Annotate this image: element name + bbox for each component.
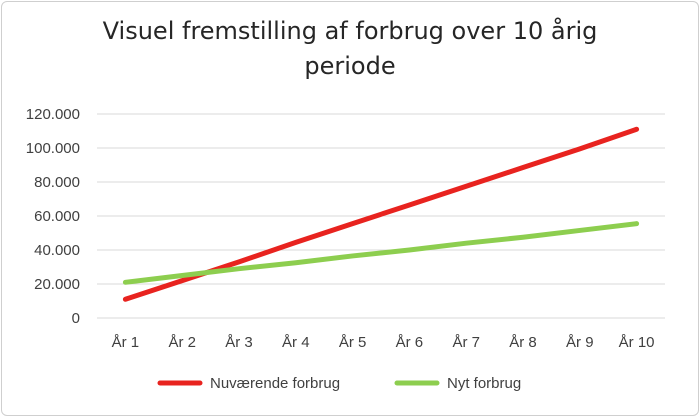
x-tick-label: År 8 bbox=[509, 334, 537, 351]
x-tick-label: År 7 bbox=[452, 334, 480, 351]
chart-title: Visuel fremstilling af forbrug over 10 å… bbox=[0, 14, 700, 84]
legend-label-1: Nuværende forbrug bbox=[210, 375, 340, 392]
x-tick-label: År 1 bbox=[112, 334, 140, 351]
x-axis-ticks: År 1 År 2 År 3 År 4 År 5 År 6 År 7 År 8 År 9 År 1… bbox=[112, 334, 655, 351]
x-tick-label: År 5 bbox=[339, 334, 367, 351]
y-tick-label: 0 bbox=[72, 310, 80, 327]
y-tick-label: 80.000 bbox=[34, 174, 80, 191]
chart-title-line-2: periode bbox=[304, 52, 396, 80]
x-tick-label: År 6 bbox=[396, 334, 424, 351]
y-tick-label: 120.000 bbox=[26, 106, 80, 123]
chart-title-line-1: Visuel fremstilling af forbrug over 10 å… bbox=[102, 17, 598, 45]
x-tick-label: År 3 bbox=[225, 334, 253, 351]
legend-label-2: Nyt forbrug bbox=[447, 375, 521, 392]
x-tick-label: År 2 bbox=[168, 334, 196, 351]
x-tick-label: År 10 bbox=[619, 334, 655, 351]
y-tick-label: 100.000 bbox=[26, 140, 80, 157]
x-tick-label: År 9 bbox=[566, 334, 594, 351]
x-tick-label: År 4 bbox=[282, 334, 310, 351]
y-tick-label: 40.000 bbox=[34, 242, 80, 259]
y-tick-label: 20.000 bbox=[34, 276, 80, 293]
y-axis-ticks: 0 20.000 40.000 60.000 80.000 100.000 120.000 bbox=[26, 106, 80, 327]
legend: Nuværende forbrug Nyt forbrug bbox=[157, 375, 521, 392]
y-tick-label: 60.000 bbox=[34, 208, 80, 225]
series-lines bbox=[122, 126, 640, 302]
series-line-2 bbox=[122, 221, 640, 285]
